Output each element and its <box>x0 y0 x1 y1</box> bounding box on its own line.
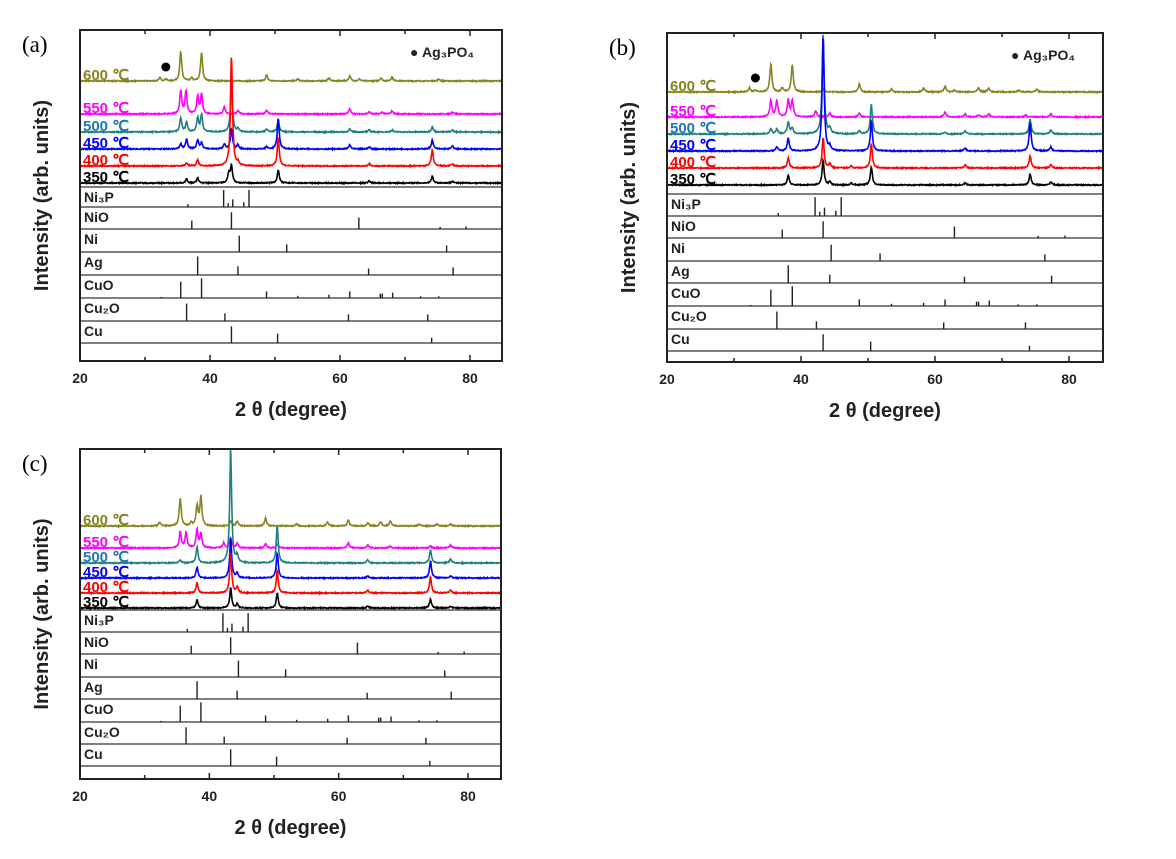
series-line-350c <box>80 162 502 186</box>
series-line-500c <box>80 449 501 566</box>
series-label: 450 ℃ <box>670 137 716 154</box>
legend-marker: ● <box>410 44 418 60</box>
legend-label: Ag₃PO₄ <box>422 44 474 60</box>
x-axis-title: 2 θ (degree) <box>235 817 347 839</box>
x-axis-title: 2 θ (degree) <box>235 399 347 421</box>
series-label: 500 ℃ <box>670 120 716 137</box>
series-label: 500 ℃ <box>83 118 129 135</box>
series-line-500c <box>667 34 1103 137</box>
reference-label: Ni <box>671 240 685 256</box>
panel-label: (c) <box>22 451 48 476</box>
x-tick-label: 40 <box>202 370 218 386</box>
reference-label: Cu₂O <box>671 308 707 324</box>
series-line-350c <box>667 157 1103 188</box>
series-label: 550 ℃ <box>670 103 716 120</box>
x-tick-label: 20 <box>659 371 675 387</box>
reference-label: Ag <box>84 254 103 270</box>
x-tick-label: 20 <box>72 370 88 386</box>
series-line-600c <box>667 61 1103 95</box>
reference-label: Ag <box>671 263 690 279</box>
y-axis-title: Intensity (arb. units) <box>31 518 53 709</box>
reference-label: CuO <box>671 285 701 301</box>
x-tick-label: 40 <box>793 371 809 387</box>
ag3po4-peak-marker <box>750 73 760 83</box>
plot-frame <box>666 32 1104 363</box>
reference-label: Cu <box>84 323 103 339</box>
reference-label: Cu <box>671 331 690 347</box>
y-axis-title: Intensity (arb. units) <box>31 100 53 291</box>
series-label: 400 ℃ <box>83 152 129 169</box>
panel-label: (a) <box>22 32 48 57</box>
series-line-500c <box>80 84 502 135</box>
x-tick-label: 60 <box>332 370 348 386</box>
x-tick-label: 80 <box>462 370 478 386</box>
series-line-400c <box>667 137 1103 171</box>
reference-label: Ni₃P <box>671 196 701 212</box>
series-line-450c <box>80 538 501 581</box>
series-label: 500 ℃ <box>83 549 129 566</box>
reference-label: NiO <box>84 634 109 650</box>
y-axis-title: Intensity (arb. units) <box>618 102 640 293</box>
reference-label: NiO <box>671 218 696 234</box>
series-label: 350 ℃ <box>670 171 716 188</box>
ag3po4-peak-marker <box>161 62 171 72</box>
series-label: 550 ℃ <box>83 534 129 551</box>
x-tick-label: 80 <box>1061 371 1077 387</box>
reference-label: Cu <box>84 746 103 762</box>
reference-label: Ni <box>84 656 98 672</box>
series-label: 600 ℃ <box>83 67 129 84</box>
legend-marker: ● <box>1011 47 1019 63</box>
x-tick-label: 60 <box>331 788 347 804</box>
series-line-550c <box>80 87 502 117</box>
legend-label: Ag₃PO₄ <box>1023 47 1075 63</box>
reference-label: NiO <box>84 209 109 225</box>
reference-label: CuO <box>84 701 114 717</box>
series-label: 450 ℃ <box>83 564 129 581</box>
reference-label: Ni₃P <box>84 612 114 628</box>
series-line-400c <box>80 57 502 169</box>
plot-frame <box>79 448 502 780</box>
series-line-600c <box>80 493 501 529</box>
series-label: 400 ℃ <box>83 579 129 596</box>
series-label: 400 ℃ <box>670 154 716 171</box>
series-label: 550 ℃ <box>83 100 129 117</box>
series-line-400c <box>80 553 501 596</box>
x-tick-label: 40 <box>202 788 218 804</box>
panel-label: (b) <box>609 35 636 60</box>
series-label: 450 ℃ <box>83 135 129 152</box>
series-line-350c <box>80 587 501 611</box>
series-label: 600 ℃ <box>83 512 129 529</box>
reference-label: Cu₂O <box>84 724 120 740</box>
series-line-550c <box>667 96 1103 120</box>
series-label: 350 ℃ <box>83 169 129 186</box>
reference-label: Cu₂O <box>84 300 120 316</box>
series-label: 600 ℃ <box>670 78 716 95</box>
series-label: 350 ℃ <box>83 594 129 611</box>
reference-label: Ag <box>84 679 103 695</box>
series-line-600c <box>80 49 502 84</box>
reference-label: Ni <box>84 231 98 247</box>
reference-label: Ni₃P <box>84 189 114 205</box>
series-line-550c <box>80 525 501 551</box>
x-tick-label: 60 <box>927 371 943 387</box>
x-tick-label: 80 <box>460 788 476 804</box>
plot-frame <box>79 29 503 362</box>
x-axis-title: 2 θ (degree) <box>829 400 941 422</box>
series-line-450c <box>667 38 1103 154</box>
series-line-450c <box>80 118 502 152</box>
x-tick-label: 20 <box>72 788 88 804</box>
reference-label: CuO <box>84 277 114 293</box>
